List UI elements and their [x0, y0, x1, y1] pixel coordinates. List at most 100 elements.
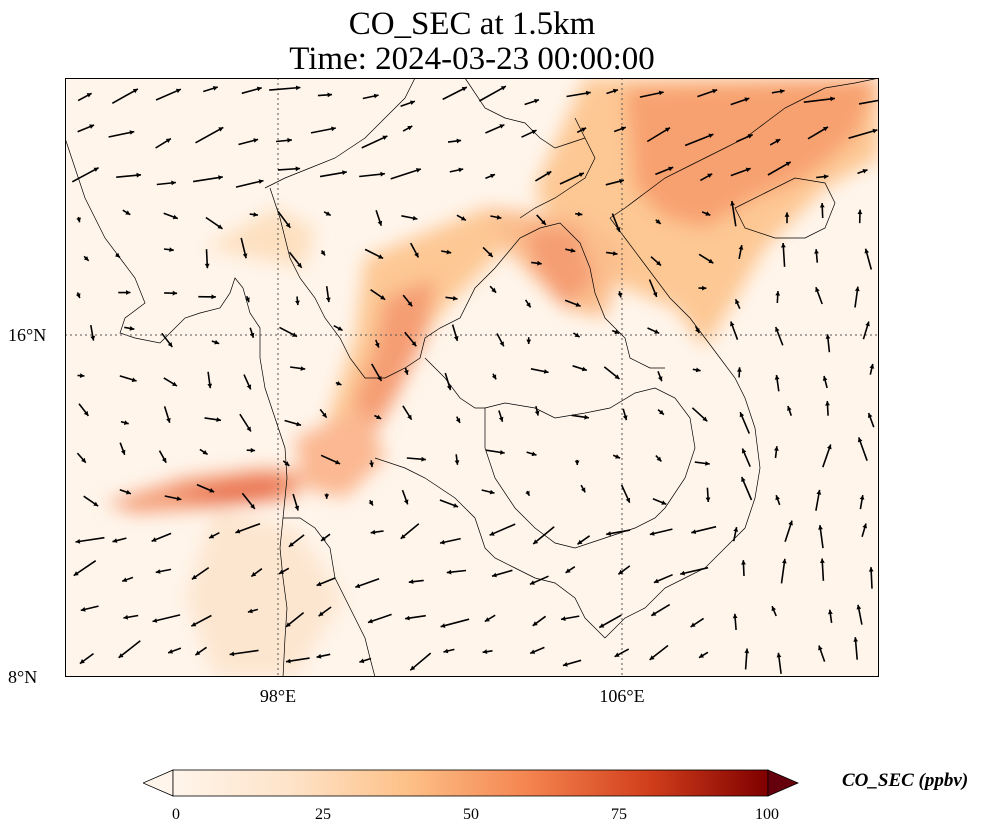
wind-arrow-head — [585, 90, 591, 96]
wind-arrow-head — [336, 381, 342, 386]
wind-arrow-head — [191, 622, 197, 627]
wind-arrow-head — [245, 297, 250, 303]
wind-arrow-head — [654, 329, 660, 334]
wind-arrow-head — [284, 461, 290, 466]
wind-arrow-head — [218, 175, 223, 180]
wind-arrow-head — [211, 294, 216, 300]
wind-arrow-head — [123, 614, 129, 620]
wind-arrow-head — [581, 487, 586, 493]
wind-arrow-head — [136, 172, 141, 178]
wind-arrow-head — [123, 420, 129, 425]
wind-arrow-head — [209, 534, 215, 539]
wind-arrow-head — [487, 252, 493, 257]
wind-arrow-head — [818, 525, 823, 530]
wind-arrow-shaft — [803, 97, 835, 103]
wind-arrow-head — [172, 381, 177, 386]
wind-arrow-head — [561, 616, 566, 621]
map-canvas — [65, 78, 879, 677]
wind-arrow-head — [562, 662, 568, 667]
wind-arrow-shaft — [111, 88, 139, 104]
wind-arrow-head — [86, 93, 92, 98]
wind-arrow-head — [359, 658, 365, 664]
wind-arrow-head — [126, 290, 131, 295]
wind-arrow-shaft — [269, 86, 301, 91]
wind-arrow-head — [251, 571, 257, 577]
wind-arrow-head — [738, 245, 744, 250]
wind-arrow-head — [779, 89, 785, 94]
wind-arrow-head — [702, 416, 708, 422]
wind-arrow-head — [161, 457, 167, 463]
wind-arrow-head — [191, 574, 197, 580]
wind-arrow-head — [195, 650, 201, 656]
wind-arrow-head — [152, 618, 158, 623]
wind-arrow-head — [614, 652, 620, 657]
wind-arrow-head — [171, 180, 176, 186]
wind-arrow-shaft — [235, 179, 264, 188]
wind-arrow-head — [297, 262, 302, 268]
wind-arrow-head — [300, 366, 306, 371]
wind-arrow-head — [320, 250, 325, 256]
wind-arrow-shaft — [75, 536, 105, 543]
wind-arrow-head — [784, 212, 790, 217]
wind-arrow-shaft — [195, 126, 224, 144]
wind-arrow-head — [869, 363, 875, 369]
wind-arrow-head — [872, 128, 878, 134]
lon-tick-98e: 98°E — [259, 686, 297, 706]
colorbar-label: CO_SEC (ppbv) — [842, 770, 969, 791]
wind-arrow-shaft — [73, 560, 97, 577]
colorbar-tick: 50 — [463, 806, 479, 823]
wind-arrow-head — [489, 531, 495, 536]
wind-arrow-head — [407, 301, 413, 307]
wind-arrow-head — [615, 227, 621, 232]
wind-arrow-head — [615, 454, 621, 459]
wind-arrow-shaft — [440, 618, 470, 628]
wind-arrow-head — [612, 88, 618, 94]
lat-tick-8n: 8°N — [8, 667, 38, 687]
wind-arrow-head — [655, 219, 661, 224]
wind-arrow-head — [218, 127, 224, 132]
wind-arrow-head — [404, 369, 409, 375]
wind-arrow-head — [815, 287, 820, 293]
wind-arrow-head — [781, 243, 786, 248]
wind-arrow-head — [785, 161, 791, 167]
wind-arrow-head — [460, 216, 466, 221]
wind-arrow-head — [581, 366, 587, 372]
wind-arrow-head — [656, 456, 662, 462]
wind-arrow-head — [705, 461, 710, 466]
wind-arrow-head — [321, 536, 326, 541]
wind-arrow-head — [708, 258, 714, 264]
wind-arrow-head — [292, 332, 297, 337]
wind-arrow-head — [75, 539, 81, 544]
wind-arrow-head — [491, 287, 497, 293]
wind-arrow-head — [825, 334, 831, 339]
wind-arrow-head — [166, 417, 171, 423]
wind-arrow-head — [176, 496, 182, 501]
wind-arrow-head — [209, 488, 215, 493]
wind-arrow-head — [864, 248, 870, 254]
wind-arrow-head — [368, 618, 373, 624]
wind-arrow-head — [316, 653, 322, 659]
wind-arrow-head — [377, 220, 383, 226]
wind-arrow-shaft — [684, 133, 714, 147]
map-title: CO_SEC at 1.5km — [348, 6, 596, 42]
wind-arrow-head — [112, 538, 118, 543]
wind-arrow-head — [529, 580, 535, 585]
wind-arrow-head — [129, 130, 135, 135]
wind-arrow-head — [217, 224, 223, 229]
wind-arrow-head — [496, 214, 502, 220]
wind-arrow-head — [661, 500, 667, 505]
wind-arrow-head — [172, 290, 178, 296]
wind-arrow-head — [565, 568, 571, 573]
wind-arrow-head — [581, 127, 587, 132]
wind-arrow-head — [286, 658, 291, 664]
wind-arrow-head — [83, 410, 89, 416]
wind-arrow-head — [744, 97, 750, 102]
wind-arrow-head — [708, 133, 714, 138]
wind-arrow-head — [854, 286, 860, 292]
wind-arrow-head — [853, 637, 858, 642]
wind-arrow-head — [747, 134, 753, 139]
wind-arrow-head — [680, 570, 685, 576]
wind-arrow-head — [452, 295, 458, 301]
wind-arrow-head — [89, 124, 95, 129]
wind-arrow-head — [732, 613, 738, 619]
